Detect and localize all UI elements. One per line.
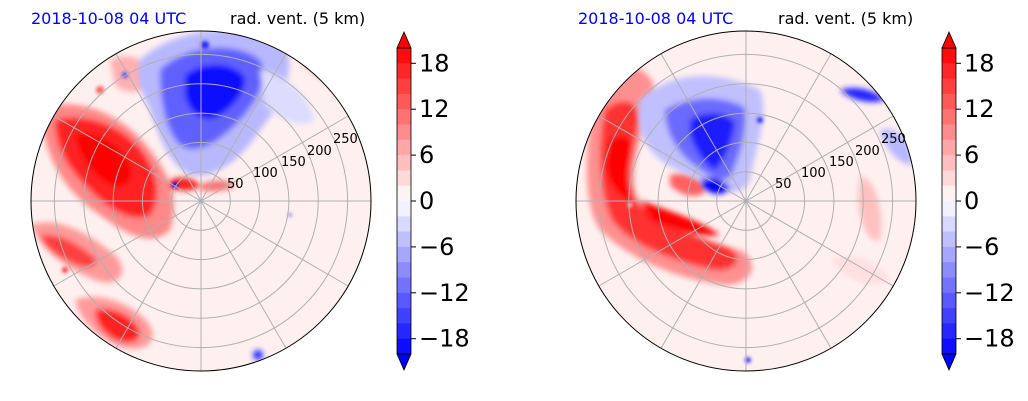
right-colorbar-tick-label: 18 (964, 49, 995, 77)
right-radial-label-50: 50 (775, 177, 792, 192)
left-colorbar-extend-min (396, 353, 412, 371)
right-radial-label-250: 250 (881, 132, 906, 147)
right-colorbar-level (942, 292, 956, 309)
right-radial-label-150: 150 (829, 155, 854, 170)
right-colorbar-level (942, 155, 956, 171)
right-colorbar-level (942, 93, 956, 110)
right-colorbar-level (942, 262, 956, 278)
left-colorbar-tick-label: 12 (419, 95, 450, 123)
right-colorbar-level (942, 231, 956, 248)
left-panel-variable-title: rad. vent. (5 km) (230, 9, 365, 28)
right-panel-variable-title: rad. vent. (5 km) (778, 9, 913, 28)
left-colorbar-level (397, 216, 411, 232)
left-colorbar-level (397, 292, 411, 309)
right-positive-region (586, 67, 890, 285)
left-colorbar-tick-label: 6 (419, 141, 434, 169)
left-colorbar-tick-label: 18 (419, 49, 450, 77)
right-colorbar-tick-label: −12 (964, 279, 1015, 307)
right-colorbar-tick-label: −18 (964, 325, 1015, 353)
left-panel-date-title: 2018-10-08 04 UTC (31, 9, 186, 28)
right-colorbar-extend-min (941, 353, 957, 371)
right-radial-label-100: 100 (801, 166, 826, 181)
right-polar-grid (576, 31, 916, 371)
left-colorbar-level (397, 262, 411, 278)
left-colorbar-level (397, 139, 411, 156)
left-colorbar-level (397, 231, 411, 248)
right-radial-label-200: 200 (855, 144, 880, 159)
left-colorbar-level (397, 48, 411, 64)
right-colorbar-tick-label: 0 (964, 187, 979, 215)
left-radial-label-250: 250 (333, 132, 358, 147)
right-colorbar-extend-max (941, 31, 957, 49)
left-radial-label-150: 150 (281, 155, 306, 170)
right-colorbar-level (942, 124, 956, 141)
left-radial-tick-labels: 50 100 150 200 250 (227, 132, 358, 192)
right-colorbar-level (942, 246, 956, 263)
left-negative-region (138, 31, 315, 360)
left-colorbar-level (397, 109, 411, 125)
left-colorbar-level (397, 338, 411, 355)
left-colorbar-level (397, 93, 411, 110)
right-colorbar-tick-label: −6 (964, 233, 999, 261)
left-colorbar-level (397, 155, 411, 171)
right-polar-frame (575, 30, 917, 372)
right-colorbar-level (942, 78, 956, 95)
right-colorbar-level (942, 63, 956, 79)
left-colorbar-tick-label: −6 (419, 233, 454, 261)
left-colorbar: 18 12 6 0 −6 −12 −18 (396, 31, 470, 371)
right-colorbar-level (942, 201, 956, 217)
right-colorbar-level (942, 185, 956, 202)
left-radial-label-50: 50 (227, 177, 244, 192)
left-colorbar-level (397, 246, 411, 263)
left-colorbar-level (397, 124, 411, 141)
left-colorbar-tick-label: −18 (419, 325, 470, 353)
left-colorbar-level (397, 185, 411, 202)
right-panel: 2018-10-08 04 UTC rad. vent. (5 km) (575, 9, 917, 372)
left-colorbar-level (397, 323, 411, 340)
right-colorbar-level (942, 109, 956, 125)
right-colorbar: 18 12 6 0 −6 −12 −18 (941, 31, 1015, 371)
right-colorbar-level (942, 216, 956, 232)
left-panel: 2018-10-08 04 UTC rad. vent. (5 km) (30, 9, 372, 372)
right-colorbar-level (942, 48, 956, 64)
left-colorbar-extend-max (396, 31, 412, 49)
left-colorbar-level (397, 78, 411, 95)
left-colorbar-level (397, 308, 411, 324)
left-colorbar-tick-label: 0 (419, 187, 434, 215)
left-polar-grid (31, 31, 371, 371)
left-colorbar-tick-label: −12 (419, 279, 470, 307)
left-colorbar-level (397, 277, 411, 294)
left-colorbar-level (397, 63, 411, 79)
right-colorbar-level (942, 308, 956, 324)
right-colorbar-level (942, 338, 956, 355)
right-colorbar-level (942, 170, 956, 187)
left-radial-label-100: 100 (253, 166, 278, 181)
right-colorbar-level (942, 323, 956, 340)
right-panel-date-title: 2018-10-08 04 UTC (578, 9, 733, 28)
right-colorbar-tick-label: 6 (964, 141, 979, 169)
right-radial-tick-labels: 50 100 150 200 250 (775, 132, 906, 192)
left-polar-frame (30, 30, 372, 372)
left-colorbar-level (397, 201, 411, 217)
right-colorbar-tick-label: 12 (964, 95, 995, 123)
right-colorbar-level (942, 277, 956, 294)
right-colorbar-level (942, 139, 956, 156)
left-colorbar-level (397, 170, 411, 187)
left-radial-label-200: 200 (307, 144, 332, 159)
